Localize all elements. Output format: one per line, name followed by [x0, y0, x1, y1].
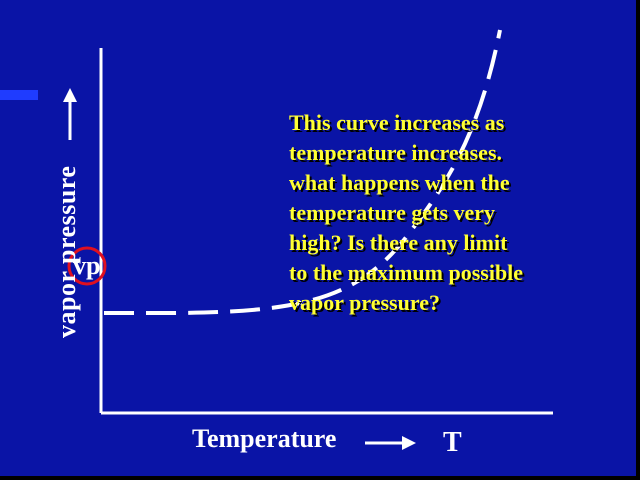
y-arrow-head — [63, 88, 77, 102]
accent-bar — [0, 90, 38, 100]
vp-label: vp — [73, 251, 101, 280]
callout-line: to the maximum possible — [289, 260, 524, 285]
vapor-pressure-curve — [104, 29, 502, 315]
callout-text: This curve increases as temperature incr… — [289, 108, 629, 318]
callout-line: temperature gets very — [289, 200, 496, 225]
x-axis-symbol: T — [443, 427, 462, 458]
x-arrow-head — [402, 436, 416, 450]
callout-line: temperature increases. — [289, 140, 503, 165]
vp-highlight-circle — [67, 246, 107, 286]
callout-line: vapor pressure? — [289, 290, 440, 315]
callout-line: This curve increases as — [289, 110, 505, 135]
x-axis-label: Temperature — [192, 424, 337, 453]
callout-line: high? Is there any limit — [289, 230, 508, 255]
callout-line: what happens when the — [289, 170, 510, 195]
